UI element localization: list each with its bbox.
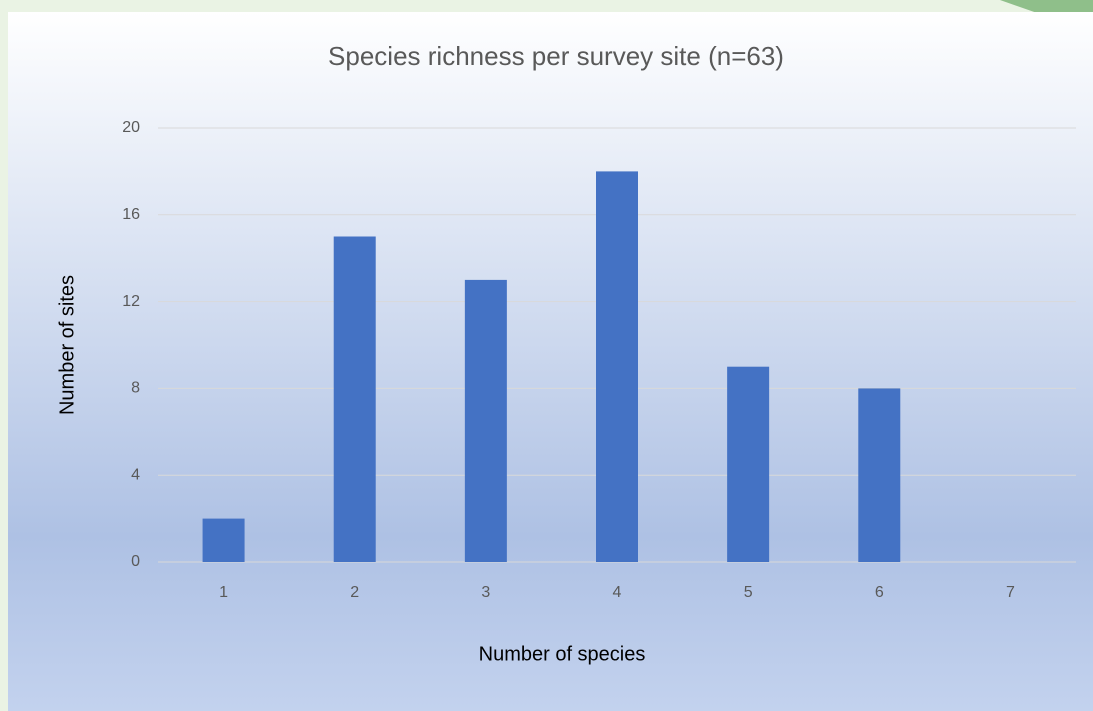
- x-tick-label: 3: [481, 584, 490, 601]
- x-tick-label: 2: [350, 584, 359, 601]
- y-tick-label: 16: [122, 206, 140, 223]
- x-tick-label: 1: [219, 584, 228, 601]
- chart-title: Species richness per survey site (n=63): [328, 41, 784, 71]
- bar: [333, 236, 376, 562]
- bar: [596, 171, 638, 562]
- x-tick-label: 4: [613, 584, 622, 601]
- bar: [202, 518, 245, 562]
- y-tick-label: 8: [131, 380, 140, 397]
- x-tick-label: 6: [875, 584, 884, 601]
- y-tick-label: 4: [131, 466, 140, 483]
- x-tick-label: 7: [1006, 584, 1015, 601]
- corner-accent: [1000, 0, 1093, 14]
- x-tick-label: 5: [744, 584, 753, 601]
- y-tick-label: 0: [131, 553, 140, 570]
- chart-background: [8, 12, 1093, 711]
- bar: [464, 279, 507, 562]
- y-tick-label: 12: [122, 293, 140, 310]
- y-axis-title: Number of sites: [56, 275, 78, 415]
- x-axis-title: Number of species: [479, 643, 646, 665]
- y-tick-label: 20: [122, 119, 140, 136]
- bar: [858, 388, 901, 562]
- bar: [727, 366, 770, 562]
